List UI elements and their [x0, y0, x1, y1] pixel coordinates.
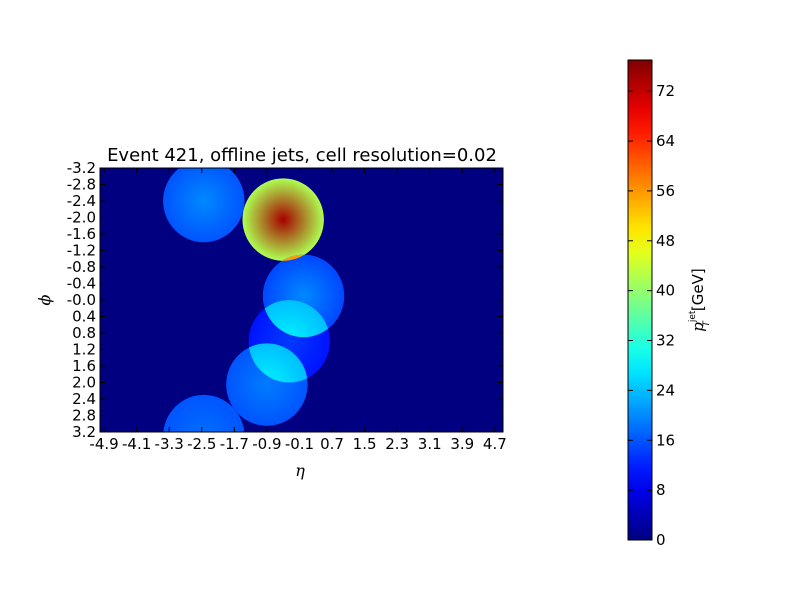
colorbar-tick-label: 32 — [656, 332, 675, 350]
y-tick-label: 3.2 — [72, 423, 96, 441]
chart-title: Event 421, offline jets, cell resolution… — [107, 145, 497, 166]
colorbar-label: pjet T [GeV] — [688, 268, 712, 332]
colorbar-tick-label: 8 — [656, 481, 666, 499]
jet-5 — [163, 394, 245, 432]
colorbar-tick-label: 16 — [656, 431, 675, 449]
y-tick-label: 0.4 — [72, 308, 96, 326]
x-tick-label: 0.7 — [320, 435, 344, 453]
x-tick-label: -4.9 — [89, 435, 118, 453]
y-tick-label: -2.8 — [67, 176, 96, 194]
x-axis: -4.9 -4.1 -3.3 -2.5 -1.7 -0.9 -0.1 0.7 1.5 2.3 3.1… — [89, 168, 507, 453]
y-tick-label: -0.4 — [67, 275, 96, 293]
jet-0 — [163, 168, 245, 243]
y-tick-label: -1.6 — [67, 225, 96, 243]
colorbar-tick-label: 0 — [656, 531, 666, 549]
colorbar-label-unit: [GeV] — [689, 268, 707, 311]
x-tick-label: -2.5 — [187, 435, 216, 453]
y-tick-label: -2.4 — [67, 192, 96, 210]
y-tick-label: 1.2 — [72, 341, 96, 359]
colorbar-label-sub: T — [702, 320, 712, 327]
y-tick-label: -0.0 — [67, 291, 96, 309]
colorbar-tick-label: 72 — [656, 82, 675, 100]
y-tick-label: 2.0 — [72, 374, 96, 392]
y-tick-label: -3.2 — [67, 159, 96, 177]
colorbar — [627, 59, 653, 541]
x-tick-label: 2.3 — [385, 435, 409, 453]
colorbar-label-main: p — [689, 322, 707, 332]
jet-overlap-2 — [248, 343, 308, 383]
colorbar-tick-label: 56 — [656, 182, 675, 200]
colorbar-gradient — [627, 59, 653, 541]
x-tick-label: 3.9 — [450, 435, 474, 453]
y-tick-label: 0.8 — [72, 324, 96, 342]
x-tick-label: 3.1 — [418, 435, 442, 453]
y-tick-label: -0.8 — [67, 258, 96, 276]
colorbar-tick-label: 40 — [656, 282, 675, 300]
colorbar-tick-label: 64 — [656, 132, 675, 150]
colorbar-tick-label: 24 — [656, 381, 675, 399]
y-tick-label: 2.8 — [72, 407, 96, 425]
x-tick-label: 1.5 — [353, 435, 377, 453]
x-tick-label: -3.3 — [155, 435, 184, 453]
plot-area — [99, 167, 504, 433]
x-tick-label: -0.1 — [285, 435, 314, 453]
x-tick-label: 4.7 — [483, 435, 507, 453]
y-tick-label: -2.0 — [67, 209, 96, 227]
x-tick-label: -0.9 — [252, 435, 281, 453]
y-tick-label: 2.4 — [72, 390, 96, 408]
x-axis-label: η — [295, 461, 305, 480]
y-tick-label: 1.6 — [72, 357, 96, 375]
y-axis: -3.2-2.8-2.4-2.0-1.6-1.2-0.8-0.4-0.00.40… — [67, 159, 503, 441]
colorbar-ticks: 0 8 16 24 32 40 48 56 64 72 — [628, 82, 675, 549]
y-axis-label: ϕ — [35, 294, 54, 305]
x-tick-label: -1.7 — [220, 435, 249, 453]
y-tick-label: -1.2 — [67, 242, 96, 260]
x-tick-label: -4.1 — [122, 435, 151, 453]
jet-1 — [242, 178, 324, 261]
colorbar-label-sup: jet — [688, 310, 698, 323]
colorbar-tick-label: 48 — [656, 232, 675, 250]
